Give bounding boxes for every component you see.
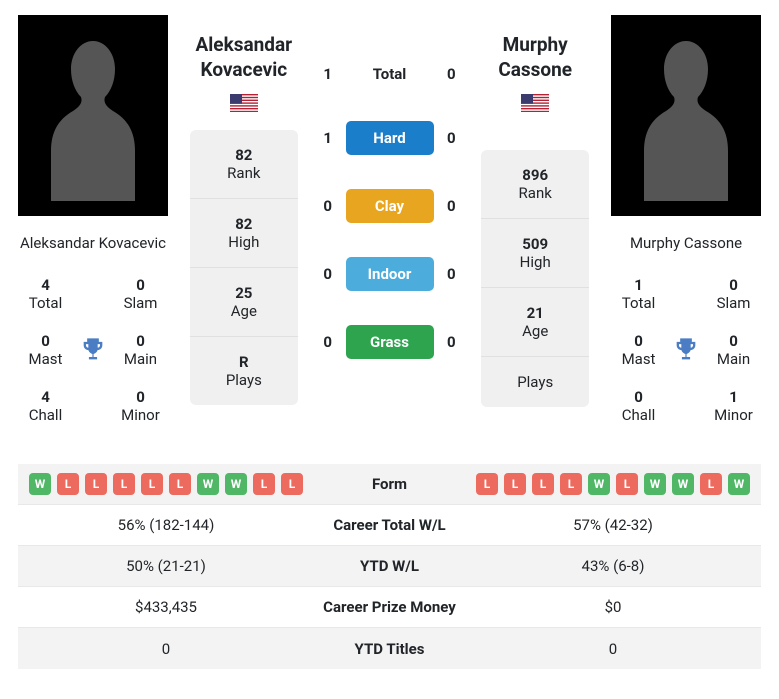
player1-titles: 4Total 0Slam 0Mast 0Main 4Chall 0Minor xyxy=(18,266,168,434)
form-win-badge[interactable]: W xyxy=(588,473,610,495)
title-mast: 0Mast xyxy=(18,322,73,378)
silhouette-icon xyxy=(43,31,143,201)
stats-label-ytd-titles: YTD Titles xyxy=(314,640,465,658)
form-loss-badge[interactable]: L xyxy=(57,473,79,495)
title-minor: 1Minor xyxy=(706,378,761,434)
player2-name[interactable]: Murphy Cassone xyxy=(611,216,761,266)
attr-plays: Plays xyxy=(481,357,589,407)
player1-photo xyxy=(18,15,168,216)
player2-ytd-wl: 43% (6-8) xyxy=(465,557,761,575)
player2-attrs: 896Rank 509High 21Age Plays xyxy=(481,150,589,407)
stats-label-prize: Career Prize Money xyxy=(314,598,465,616)
trophy-icon xyxy=(666,336,706,364)
attr-rank: 896Rank xyxy=(481,150,589,219)
stats-row-prize: $433,435 Career Prize Money $0 xyxy=(18,587,761,628)
player2-titles: 1Total 0Slam 0Mast 0Main 0Chall 1Minor xyxy=(611,266,761,434)
title-total: 4Total xyxy=(18,266,73,322)
player2-prize: $0 xyxy=(465,598,761,616)
player2-card: Murphy Cassone 1Total 0Slam 0Mast 0Main … xyxy=(611,15,761,434)
stats-row-career-wl: 56% (182-144) Career Total W/L 57% (42-3… xyxy=(18,505,761,546)
stats-label-career-wl: Career Total W/L xyxy=(314,516,465,534)
title-chall: 0Chall xyxy=(611,378,666,434)
trophy-icon xyxy=(73,336,113,364)
player1-career-wl: 56% (182-144) xyxy=(18,516,314,534)
title-main: 0Main xyxy=(706,322,761,378)
player1-ytd-titles: 0 xyxy=(18,640,314,658)
attr-age: 21Age xyxy=(481,288,589,357)
attr-high: 509High xyxy=(481,219,589,288)
title-main: 0Main xyxy=(113,322,168,378)
stats-table: WLLLLLWWLL Form LLLLWLWWLW 56% (182-144)… xyxy=(18,464,761,669)
player1-form: WLLLLLWWLL xyxy=(18,473,314,495)
title-mast: 0Mast xyxy=(611,322,666,378)
attr-rank: 82Rank xyxy=(190,130,298,199)
silhouette-icon xyxy=(636,31,736,201)
player2-career-wl: 57% (42-32) xyxy=(465,516,761,534)
h2h-clay: 0 Clay 0 xyxy=(320,189,460,223)
form-loss-badge[interactable]: L xyxy=(700,473,722,495)
player1-ytd-wl: 50% (21-21) xyxy=(18,557,314,575)
title-chall: 4Chall xyxy=(18,378,73,434)
flag-usa-icon xyxy=(230,94,258,112)
attr-age: 25Age xyxy=(190,268,298,337)
h2h-column: 1 Total 0 1 Hard 0 0 Clay 0 0 Indoor 0 0… xyxy=(320,15,460,359)
player1-header-name[interactable]: Aleksandar Kovacevic xyxy=(190,33,298,82)
form-loss-badge[interactable]: L xyxy=(476,473,498,495)
player1-card: Aleksandar Kovacevic 4Total 0Slam 0Mast … xyxy=(18,15,168,434)
form-win-badge[interactable]: W xyxy=(672,473,694,495)
form-loss-badge[interactable]: L xyxy=(85,473,107,495)
form-win-badge[interactable]: W xyxy=(728,473,750,495)
stats-row-ytd-wl: 50% (21-21) YTD W/L 43% (6-8) xyxy=(18,546,761,587)
form-loss-badge[interactable]: L xyxy=(141,473,163,495)
player1-header: Aleksandar Kovacevic 82Rank 82High 25Age… xyxy=(190,15,298,405)
h2h-total: 1 Total 0 xyxy=(320,65,460,83)
attr-plays: RPlays xyxy=(190,337,298,405)
form-loss-badge[interactable]: L xyxy=(169,473,191,495)
form-loss-badge[interactable]: L xyxy=(281,473,303,495)
player2-header: Murphy Cassone 896Rank 509High 21Age Pla… xyxy=(481,15,589,407)
form-loss-badge[interactable]: L xyxy=(532,473,554,495)
player2-ytd-titles: 0 xyxy=(465,640,761,658)
title-slam: 0Slam xyxy=(113,266,168,322)
form-win-badge[interactable]: W xyxy=(29,473,51,495)
player1-attrs: 82Rank 82High 25Age RPlays xyxy=(190,130,298,405)
stats-row-form: WLLLLLWWLL Form LLLLWLWWLW xyxy=(18,464,761,505)
player2-photo xyxy=(611,15,761,216)
h2h-hard: 1 Hard 0 xyxy=(320,121,460,155)
h2h-indoor: 0 Indoor 0 xyxy=(320,257,460,291)
form-loss-badge[interactable]: L xyxy=(113,473,135,495)
stats-row-ytd-titles: 0 YTD Titles 0 xyxy=(18,628,761,669)
form-win-badge[interactable]: W xyxy=(225,473,247,495)
attr-high: 82High xyxy=(190,199,298,268)
flag-usa-icon xyxy=(521,94,549,112)
title-minor: 0Minor xyxy=(113,378,168,434)
top-row: Aleksandar Kovacevic 4Total 0Slam 0Mast … xyxy=(18,15,761,434)
form-win-badge[interactable]: W xyxy=(644,473,666,495)
form-loss-badge[interactable]: L xyxy=(253,473,275,495)
title-total: 1Total xyxy=(611,266,666,322)
form-win-badge[interactable]: W xyxy=(197,473,219,495)
player1-name[interactable]: Aleksandar Kovacevic xyxy=(18,216,168,266)
stats-label-ytd-wl: YTD W/L xyxy=(314,557,465,575)
form-loss-badge[interactable]: L xyxy=(560,473,582,495)
player1-prize: $433,435 xyxy=(18,598,314,616)
player2-header-name[interactable]: Murphy Cassone xyxy=(481,33,589,82)
title-slam: 0Slam xyxy=(706,266,761,322)
form-loss-badge[interactable]: L xyxy=(616,473,638,495)
player2-form: LLLLWLWWLW xyxy=(465,473,761,495)
h2h-grass: 0 Grass 0 xyxy=(320,325,460,359)
form-loss-badge[interactable]: L xyxy=(504,473,526,495)
stats-label-form: Form xyxy=(314,475,465,493)
